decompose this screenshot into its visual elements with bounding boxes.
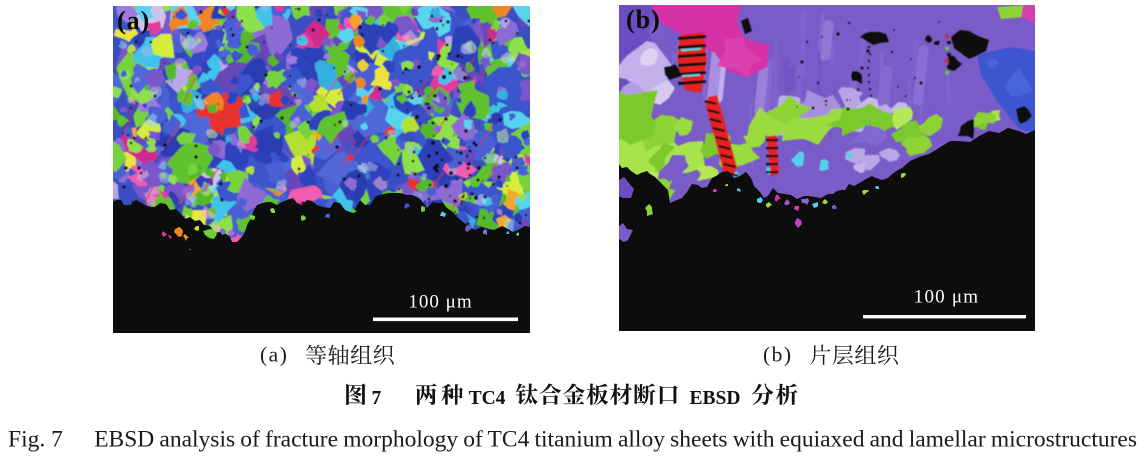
svg-text:(b): (b) bbox=[763, 343, 793, 367]
svg-text:100 μm: 100 μm bbox=[914, 287, 979, 308]
svg-text:(a): (a) bbox=[117, 6, 150, 35]
svg-text:7: 7 bbox=[372, 388, 382, 409]
svg-text:EBSD analysis of fracture morp: EBSD analysis of fracture morphology of … bbox=[94, 427, 1137, 453]
svg-text:TC4: TC4 bbox=[469, 388, 506, 409]
svg-text:(a): (a) bbox=[260, 343, 288, 367]
svg-text:100 μm: 100 μm bbox=[408, 292, 472, 313]
svg-text:EBSD: EBSD bbox=[690, 388, 741, 409]
svg-text:(b): (b) bbox=[626, 5, 661, 34]
svg-text:Fig. 7: Fig. 7 bbox=[8, 427, 63, 453]
